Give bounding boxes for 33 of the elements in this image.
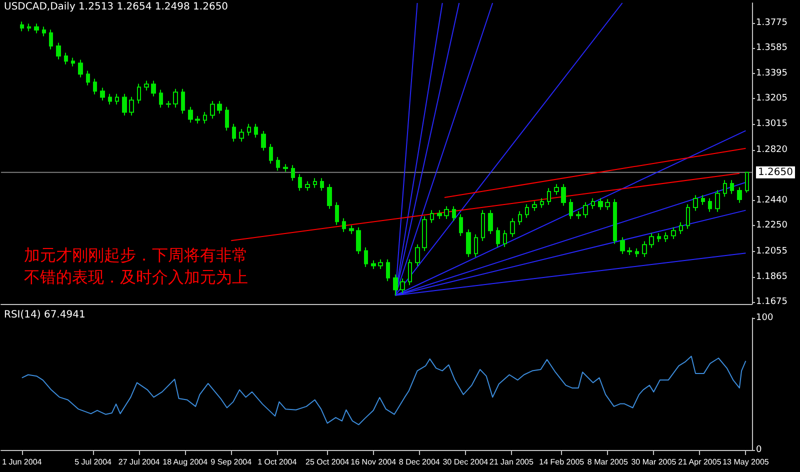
y-tick-label: 0 — [756, 445, 762, 455]
x-tick-label: 13 May 2005 — [722, 458, 770, 466]
y-tick-label: 1.3205 — [756, 94, 788, 104]
x-tick-label: 27 Jul 2004 — [118, 458, 160, 466]
y-tick-label: 1.1675 — [756, 297, 788, 308]
x-tick-label: 1 Jun 2004 — [2, 458, 42, 466]
y-tick-label: 1.2820 — [756, 144, 788, 155]
y-tick-label: 1.2055 — [756, 246, 788, 257]
x-tick-label: 14 Feb 2005 — [539, 458, 585, 466]
x-tick-label: 8 Mar 2005 — [587, 458, 628, 466]
y-tick-label: 1.3775 — [756, 18, 788, 28]
x-tick-label: 1 Oct 2004 — [258, 458, 298, 466]
chart-title: RSI(14) 67.4941 — [4, 310, 86, 320]
x-tick-label: 5 Jul 2004 — [74, 458, 112, 466]
x-tick-label: 16 Nov 2004 — [350, 458, 397, 466]
chart-title: USDCAD,Daily 1.2513 1.2654 1.2498 1.2650 — [4, 2, 228, 12]
y-tick-label: 100 — [756, 313, 774, 323]
x-tick-label: 25 Oct 2004 — [306, 458, 350, 466]
x-tick-label: 21 Jan 2005 — [489, 458, 534, 466]
ref-line-label: 1.2650 — [758, 166, 793, 178]
x-tick-label: 9 Sep 2004 — [210, 458, 252, 466]
y-tick-label: 1.3395 — [756, 68, 788, 78]
x-tick-label: 30 Dec 2004 — [442, 458, 489, 466]
annotation: 加元才刚刚起步．下周将有非常不错的表现．及时介入加元为上 — [24, 246, 248, 286]
y-tick-label: 1.3015 — [756, 118, 788, 129]
y-tick-label: 1.2440 — [756, 195, 788, 206]
x-tick-label: 8 Dec 2004 — [398, 458, 440, 466]
x-tick-label: 21 Apr 2005 — [678, 458, 722, 466]
y-tick-label: 1.1865 — [756, 272, 788, 282]
y-tick-label: 1.3585 — [756, 43, 788, 54]
x-tick-label: 30 Mar 2005 — [631, 458, 677, 466]
x-tick-label: 18 Aug 2004 — [162, 458, 208, 466]
y-tick-label: 1.2250 — [756, 220, 788, 231]
